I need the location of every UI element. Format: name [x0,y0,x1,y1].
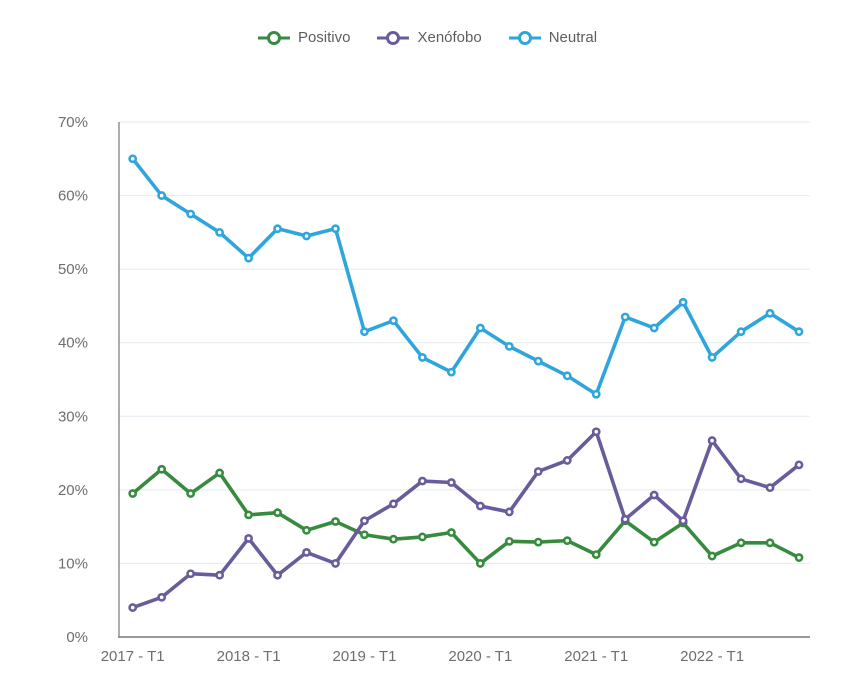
point-neutral-14 [533,356,543,366]
y-tick-label-6: 60% [58,188,88,205]
x-tick-label-3: 2020 - T1 [448,648,512,665]
point-neutral-9 [389,316,398,326]
line-neutral [130,156,801,397]
point-positivo-14 [533,537,543,547]
line-xenofobo [130,429,801,610]
point-xenofobo-10 [417,476,427,486]
point-neutral-12 [475,323,485,333]
y-tick-label-4: 40% [58,335,88,352]
point-neutral-21 [736,327,746,337]
point-neutral-23 [794,327,804,337]
point-neutral-1 [157,191,167,200]
point-neutral-4 [244,253,253,263]
legend-label-xenofobo: Xenófobo [417,29,482,46]
point-xenofobo-17 [620,514,630,524]
point-neutral-10 [417,353,427,362]
legend-label-neutral: Neutral [548,29,598,46]
point-neutral-6 [302,231,311,241]
point-neutral-17 [620,312,630,322]
point-positivo-0 [128,489,138,498]
point-xenofobo-21 [736,474,746,484]
y-tick-label-2: 20% [58,482,88,499]
point-xenofobo-0 [128,603,138,612]
point-positivo-2 [186,489,196,498]
legend-item-neutral[interactable]: Neutral [508,30,597,46]
point-xenofobo-13 [504,507,514,517]
point-positivo-18 [649,537,659,547]
legend: Positivo Xenófobo Neutral [0,30,854,46]
x-tick-label-1: 2018 - T1 [217,648,281,665]
legend-label-positivo: Positivo [297,29,351,46]
point-neutral-20 [707,353,717,362]
point-neutral-11 [446,367,456,377]
y-tick-label-3: 30% [58,408,88,425]
point-positivo-9 [389,534,398,544]
point-xenofobo-20 [707,436,717,445]
point-positivo-6 [302,525,311,535]
point-xenofobo-18 [649,490,659,500]
point-positivo-3 [215,468,225,478]
point-neutral-3 [215,227,225,237]
point-positivo-7 [331,517,340,526]
point-positivo-1 [157,464,167,474]
point-xenofobo-2 [186,569,196,579]
point-positivo-12 [475,559,485,568]
point-xenofobo-14 [533,467,543,476]
point-xenofobo-9 [389,499,398,509]
point-positivo-16 [591,550,601,559]
point-positivo-11 [446,528,456,537]
point-neutral-13 [504,341,514,351]
point-neutral-16 [591,389,601,399]
point-neutral-7 [331,224,340,234]
point-xenofobo-22 [765,483,775,493]
point-positivo-21 [736,538,746,548]
point-neutral-5 [273,224,282,234]
point-xenofobo-4 [244,534,253,543]
point-positivo-15 [562,536,572,546]
legend-item-positivo[interactable]: Positivo [257,29,351,46]
y-tick-label-0: 0% [66,629,88,646]
x-tick-label-2: 2019 - T1 [332,648,396,665]
legend-item-xenofobo[interactable]: Xenófobo [376,29,482,46]
point-xenofobo-16 [591,427,601,437]
point-xenofobo-23 [794,460,804,470]
point-positivo-22 [765,538,775,548]
point-neutral-0 [128,154,138,164]
point-positivo-8 [360,530,369,540]
point-xenofobo-8 [360,516,369,526]
point-xenofobo-11 [446,478,456,487]
point-positivo-5 [273,508,282,518]
x-tick-label-0: 2017 - T1 [101,648,165,665]
legend-line-circle-icon [257,30,291,46]
legend-line-circle-icon [376,30,410,46]
point-positivo-20 [707,551,717,561]
y-tick-label-1: 10% [58,555,88,572]
point-xenofobo-19 [678,516,688,526]
x-tick-label-5: 2022 - T1 [680,648,744,665]
point-xenofobo-7 [331,559,340,568]
point-positivo-23 [794,553,804,562]
point-neutral-19 [678,297,688,307]
point-xenofobo-3 [215,570,225,580]
point-positivo-4 [244,510,253,520]
y-tick-label-7: 70% [58,114,88,131]
point-neutral-22 [765,308,775,318]
line-positivo [130,467,801,566]
point-positivo-10 [417,532,427,542]
point-xenofobo-5 [273,570,282,580]
point-neutral-18 [649,323,659,333]
point-neutral-15 [562,371,572,381]
point-neutral-8 [360,327,369,337]
point-xenofobo-12 [475,501,485,511]
point-xenofobo-6 [302,547,311,557]
point-xenofobo-1 [157,592,167,602]
point-xenofobo-15 [562,456,572,465]
legend-line-circle-icon [508,30,542,46]
point-neutral-2 [186,209,196,219]
y-tick-label-5: 50% [58,261,88,278]
point-positivo-13 [504,536,514,546]
x-tick-label-4: 2021 - T1 [564,648,628,665]
